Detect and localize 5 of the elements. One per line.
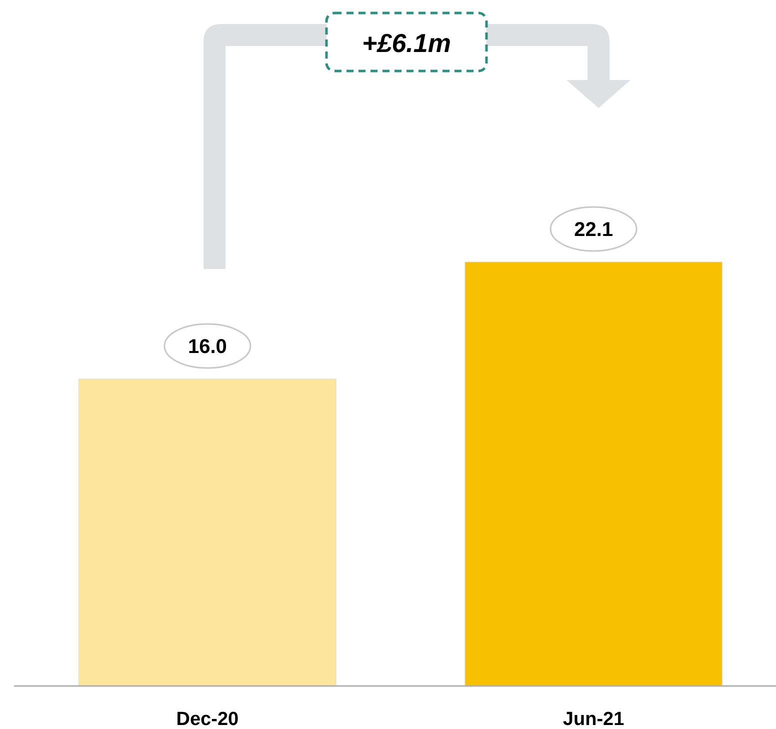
x-tick-label: Dec-20 <box>176 709 239 729</box>
data-label: 16.0 <box>188 336 227 358</box>
x-tick-label: Jun-21 <box>562 709 625 729</box>
text: +£6.1m <box>362 28 451 58</box>
data-label: 22.1 <box>574 219 614 241</box>
